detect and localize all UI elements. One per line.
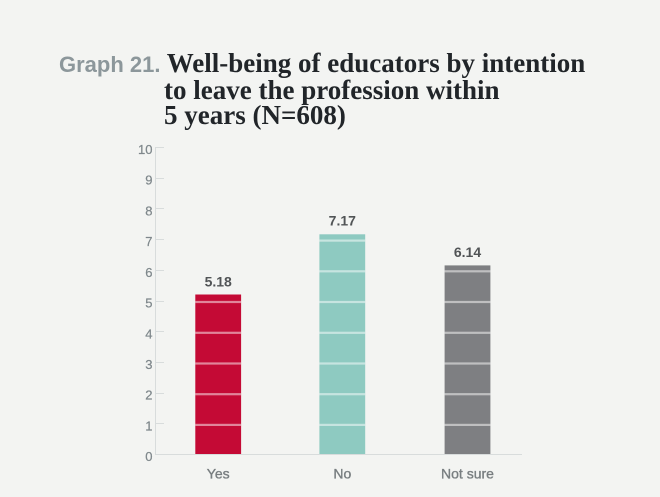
- svg-text:5: 5: [145, 296, 152, 311]
- svg-text:1: 1: [145, 418, 152, 433]
- svg-text:No: No: [333, 466, 351, 482]
- svg-text:0: 0: [145, 449, 152, 464]
- svg-text:8: 8: [145, 203, 152, 218]
- svg-text:7.17: 7.17: [329, 213, 356, 229]
- svg-text:3: 3: [145, 357, 152, 372]
- svg-text:Not sure: Not sure: [441, 466, 494, 482]
- svg-text:4: 4: [145, 326, 152, 341]
- svg-text:6: 6: [145, 265, 152, 280]
- svg-text:7: 7: [145, 234, 152, 249]
- svg-text:5.18: 5.18: [205, 274, 232, 290]
- svg-text:10: 10: [138, 142, 152, 157]
- svg-text:Yes: Yes: [207, 466, 230, 482]
- svg-text:6.14: 6.14: [454, 244, 481, 260]
- svg-text:9: 9: [145, 173, 152, 188]
- svg-text:2: 2: [145, 388, 152, 403]
